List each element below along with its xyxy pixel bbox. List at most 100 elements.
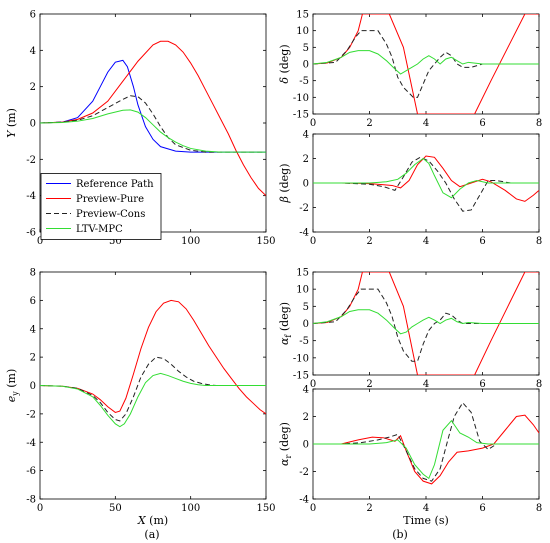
x-tick-label: 0 <box>310 118 316 129</box>
y-tick-label: 5 <box>303 43 309 54</box>
y-tick-label: -15 <box>293 371 309 382</box>
panel-delta: 0 2 4 6 8 -15 -10 -5 0 5 10 15 δ (deg) <box>278 10 542 130</box>
series-group-delta <box>313 14 539 114</box>
y-tick-label: 10 <box>296 285 309 296</box>
legend-label-cons: Preview-Cons <box>76 209 145 220</box>
x-tick-label: 4 <box>423 379 429 390</box>
y-tick-label: 2 <box>303 154 309 165</box>
y-tick-label: -2 <box>26 155 36 166</box>
series-line-pure <box>40 299 266 415</box>
series-line-mpc <box>313 157 539 199</box>
series-line-cons <box>313 156 539 212</box>
series-line-pure <box>40 40 266 197</box>
series-line-cons <box>313 288 539 362</box>
y-tick-label: -6 <box>26 228 36 239</box>
y-tick-label: 6 <box>30 296 36 307</box>
y-tick-label: 0 <box>30 381 36 392</box>
x-tick-label: 8 <box>536 236 542 247</box>
x-tick-label: 0 <box>310 379 316 390</box>
y-tick-label: -15 <box>293 110 309 121</box>
x-tick-label: 100 <box>181 236 200 247</box>
series-line-pure <box>313 272 539 375</box>
x-tick-label: 0 <box>37 236 43 247</box>
y-tick-label: 8 <box>30 268 36 279</box>
y-tick-label: 15 <box>296 10 309 21</box>
panel-alphar: 0 2 4 6 8 -4 -2 0 2 4 αr (deg) Time (s) <box>278 385 542 528</box>
y-tick-label: 4 <box>30 46 36 57</box>
series-line-mpc <box>313 309 539 335</box>
series-group-alphaf <box>313 272 539 375</box>
x-tick-label: 2 <box>366 236 372 247</box>
x-axis-label-ey: X (m) <box>137 514 168 527</box>
x-tick-label: 6 <box>479 118 485 129</box>
series-line-cons <box>313 30 539 98</box>
series-line-cons <box>313 401 539 482</box>
x-tick-label: 2 <box>366 503 372 514</box>
y-tick-label: -4 <box>299 228 309 239</box>
x-tick-label: 0 <box>310 236 316 247</box>
y-tick-label: -6 <box>26 466 36 477</box>
x-tick-label: 6 <box>479 379 485 390</box>
caption-right: (b) <box>392 528 408 541</box>
y-axis-label-beta: β (deg) <box>278 163 291 203</box>
x-axis-label-alphar: Time (s) <box>403 514 449 527</box>
y-tick-label: 2 <box>303 412 309 423</box>
series-line-pure <box>313 155 539 202</box>
y-tick-label: 5 <box>303 302 309 313</box>
y-tick-label: -4 <box>299 495 309 506</box>
series-line-mpc <box>313 50 539 75</box>
panel-beta: 0 2 4 6 8 -4 -2 0 2 4 β (deg) <box>278 130 542 248</box>
y-tick-label: -4 <box>26 191 36 202</box>
y-axis-label-ey: ey (m) <box>5 369 20 403</box>
legend-label-pure: Preview-Pure <box>76 194 144 205</box>
caption-left: (a) <box>144 528 159 541</box>
y-tick-label: -5 <box>299 76 309 87</box>
x-tick-label: 2 <box>366 379 372 390</box>
series-line-pure <box>313 414 539 485</box>
series-line-mpc <box>40 109 266 153</box>
legend: Reference Path Preview-Pure Preview-Cons LT… <box>40 173 162 240</box>
y-tick-label: -2 <box>299 203 309 214</box>
series-line-pure <box>313 14 539 114</box>
y-axis-label-delta: δ (deg) <box>278 44 291 83</box>
y-tick-label: -2 <box>26 409 36 420</box>
x-tick-label: 0 <box>310 503 316 514</box>
y-axis-label-alphaf: αf (deg) <box>278 302 293 345</box>
x-tick-label: 50 <box>109 503 122 514</box>
panel-ey: 0 50 100 150 -8 -6 -4 -2 0 2 4 6 8 ey (m) X (m) <box>5 268 276 528</box>
y-tick-label: 15 <box>296 268 309 279</box>
series-group-beta <box>313 155 539 212</box>
x-tick-label: 4 <box>423 118 429 129</box>
x-tick-label: 6 <box>479 503 485 514</box>
y-tick-label: 2 <box>30 353 36 364</box>
y-tick-label: 0 <box>303 440 309 451</box>
y-tick-label: 10 <box>296 26 309 37</box>
y-axis-label-y: Y (m) <box>5 108 18 138</box>
x-tick-label: 100 <box>181 503 200 514</box>
y-tick-label: 0 <box>303 60 309 71</box>
x-tick-label: 6 <box>479 236 485 247</box>
y-axis-label-alphar: αr (deg) <box>278 422 293 466</box>
x-tick-label: 2 <box>366 118 372 129</box>
x-tick-label: 8 <box>536 379 542 390</box>
y-tick-label: 4 <box>303 130 309 141</box>
x-tick-label: 4 <box>423 503 429 514</box>
series-group-y <box>40 40 266 197</box>
x-tick-label: 4 <box>423 236 429 247</box>
y-tick-label: -4 <box>26 438 36 449</box>
panel-y: 0 50 100 150 -6 -4 -2 0 2 4 6 Y (m) Reference Path Pr… <box>5 10 276 248</box>
x-tick-label: 50 <box>109 236 122 247</box>
series-group-ey <box>40 299 266 428</box>
series-line-mpc <box>40 372 266 428</box>
y-tick-label: -2 <box>299 467 309 478</box>
x-tick-label: 8 <box>536 118 542 129</box>
series-line-mpc <box>313 419 539 480</box>
y-tick-label: -8 <box>26 495 36 506</box>
legend-label-reference: Reference Path <box>76 179 154 190</box>
x-tick-label: 8 <box>536 503 542 514</box>
y-tick-label: 0 <box>303 319 309 330</box>
x-tick-label: 0 <box>37 503 43 514</box>
panel-alphaf: 0 2 4 6 8 -15 -10 -5 0 5 10 15 αf (deg) <box>278 268 542 391</box>
y-tick-label: 4 <box>303 385 309 396</box>
